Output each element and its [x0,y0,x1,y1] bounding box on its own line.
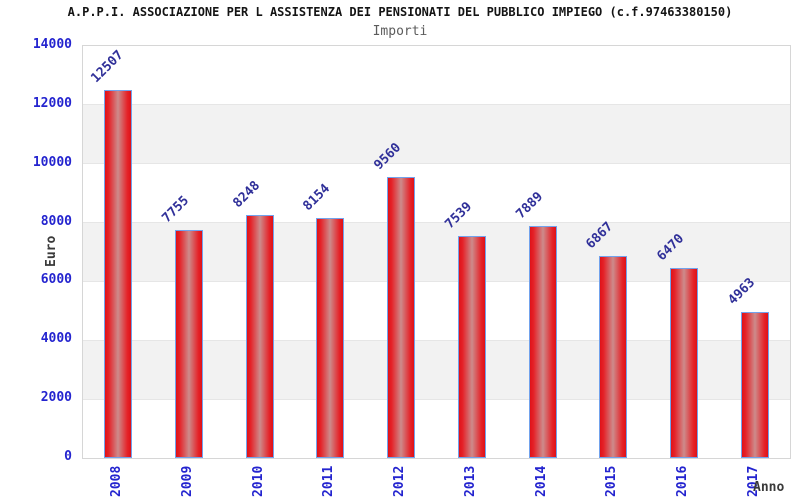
x-tick-label-2013: 2013 [462,466,478,498]
x-tick-label-2008: 2008 [109,466,125,498]
bar-2008 [104,89,133,458]
y-tick-label-12000: 12000 [32,95,72,111]
gridline-2000 [83,398,790,400]
gridline-4000 [83,339,790,341]
chart-subtitle: Importi [372,24,428,39]
gridline-8000 [83,222,790,224]
chart-title: A.P.P.I. ASSOCIAZIONE PER L ASSISTENZA D… [67,5,733,19]
y-axis-title: Euro [44,235,59,267]
bar-2012 [387,176,416,458]
y-tick-label-14000: 14000 [32,37,72,52]
y-tick-label-8000: 8000 [40,213,72,229]
y-tick-label-10000: 10000 [32,154,72,170]
y-tick-label-2000: 2000 [40,390,72,406]
x-tick-label-2015: 2015 [604,466,620,498]
bar-2009 [175,229,204,458]
x-axis-title: Anno [753,480,785,495]
x-tick-label-2011: 2011 [321,466,337,498]
bar-2016 [669,267,698,458]
y-tick-label-6000: 6000 [40,272,72,288]
x-tick-label-2016: 2016 [674,466,690,498]
bar-2015 [599,255,628,458]
bar-2013 [457,236,486,458]
gridline-6000 [83,280,790,282]
bar-2011 [316,218,345,458]
bar-2010 [245,215,274,458]
y-tick-label-4000: 4000 [40,331,72,347]
x-tick-label-2010: 2010 [250,466,266,498]
x-tick-label-2014: 2014 [533,466,549,498]
bar-2017 [740,311,769,458]
y-tick-label-0: 0 [64,449,72,464]
gridline-10000 [83,163,790,165]
x-tick-label-2009: 2009 [180,466,196,498]
x-tick-label-2012: 2012 [392,466,408,498]
gridline-12000 [83,104,790,106]
plot-area [82,45,791,459]
bar-2014 [528,225,557,458]
